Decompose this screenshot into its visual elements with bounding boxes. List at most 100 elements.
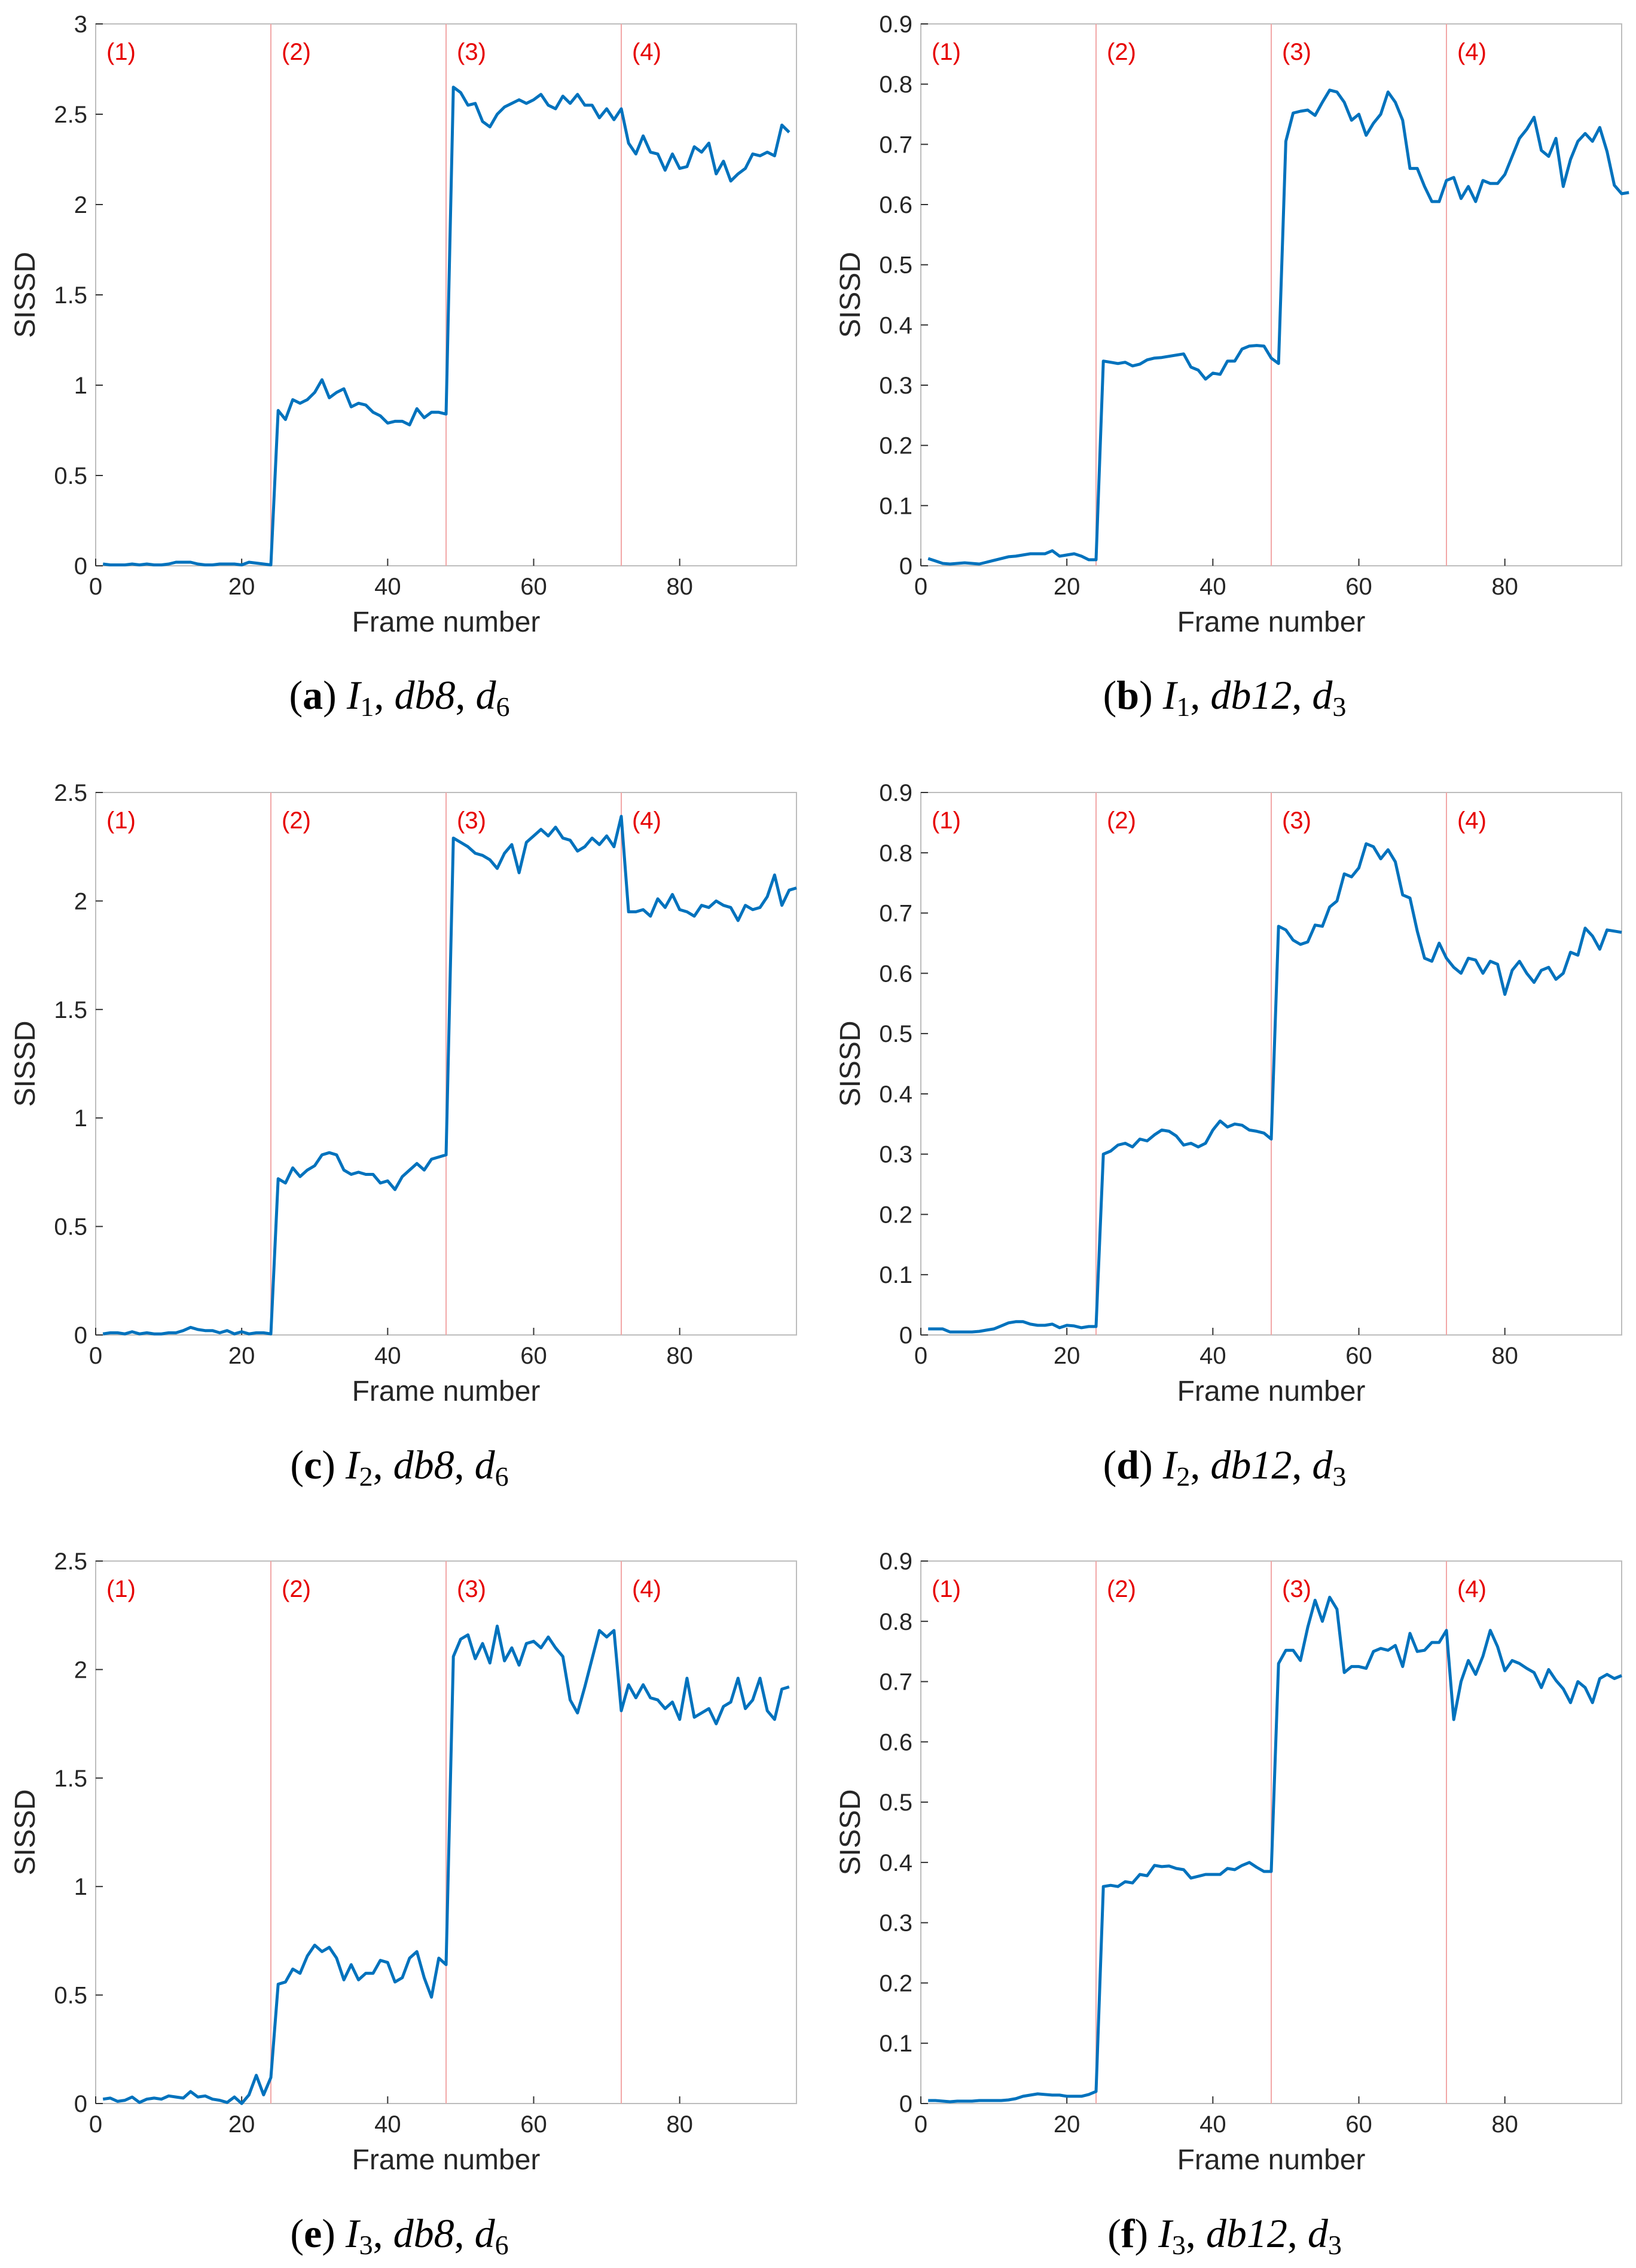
- y-axis-label: SISSD: [835, 1789, 866, 1875]
- y-tick-label: 1.5: [54, 282, 87, 309]
- y-tick-label: 0.3: [879, 373, 912, 399]
- x-axis-label: Frame number: [352, 2144, 541, 2176]
- region-label: (3): [1282, 807, 1311, 834]
- y-axis-label: SISSD: [10, 1789, 41, 1875]
- region-label: (2): [282, 39, 311, 65]
- region-label: (1): [932, 1576, 961, 1602]
- y-tick-label: 0.8: [879, 1609, 912, 1635]
- x-tick-label: 40: [1199, 1343, 1226, 1369]
- region-label: (1): [932, 39, 961, 65]
- x-tick-label: 20: [228, 1343, 255, 1369]
- y-axis-label: SISSD: [835, 252, 866, 338]
- y-tick-label: 0.9: [879, 11, 912, 38]
- x-tick-label: 40: [1199, 574, 1226, 600]
- y-tick-label: 0.4: [879, 1850, 912, 1876]
- region-label: (2): [1107, 39, 1136, 65]
- region-label: (4): [632, 1576, 661, 1602]
- region-label: (1): [106, 1576, 136, 1602]
- y-tick-label: 0.2: [879, 433, 912, 459]
- region-label: (3): [457, 1576, 486, 1602]
- y-tick-label: 1: [74, 373, 87, 399]
- y-tick-label: 0.8: [879, 72, 912, 98]
- y-tick-label: 0.6: [879, 1729, 912, 1755]
- y-tick-label: 3: [74, 11, 87, 38]
- y-tick-label: 0: [74, 1322, 87, 1349]
- panel-caption: (d) I2, db12, d3: [1103, 1442, 1347, 1492]
- y-tick-label: 1: [74, 1874, 87, 1900]
- x-tick-label: 80: [1491, 1343, 1518, 1369]
- y-tick-label: 1.5: [54, 1766, 87, 1792]
- y-tick-label: 0: [74, 2091, 87, 2117]
- x-axis-label: Frame number: [1177, 1376, 1366, 1407]
- x-tick-label: 20: [1054, 1343, 1081, 1369]
- x-tick-label: 80: [666, 2111, 693, 2138]
- x-tick-label: 0: [914, 1343, 927, 1369]
- data-series-line: [102, 815, 797, 1336]
- y-tick-label: 0: [74, 553, 87, 580]
- region-label: (4): [1457, 807, 1487, 834]
- region-label: (3): [457, 39, 486, 65]
- region-label: (1): [932, 807, 961, 834]
- region-label: (4): [1457, 1576, 1487, 1602]
- region-label: (4): [1457, 39, 1487, 65]
- y-tick-label: 0.7: [879, 901, 912, 927]
- region-label: (2): [1107, 807, 1136, 834]
- x-tick-label: 80: [1491, 2111, 1518, 2138]
- x-tick-label: 40: [374, 2111, 401, 2138]
- x-tick-label: 60: [1345, 574, 1372, 600]
- region-label: (2): [1107, 1576, 1136, 1602]
- y-tick-label: 0.1: [879, 2031, 912, 2057]
- y-tick-label: 0.5: [879, 1790, 912, 1816]
- region-label: (1): [106, 807, 136, 834]
- y-tick-label: 0.7: [879, 1669, 912, 1696]
- region-label: (3): [1282, 39, 1311, 65]
- region-label: (3): [1282, 1576, 1311, 1602]
- y-tick-label: 2: [74, 192, 87, 218]
- y-tick-label: 0.6: [879, 961, 912, 987]
- x-tick-label: 80: [1491, 574, 1518, 600]
- y-tick-label: 0.5: [879, 252, 912, 279]
- x-tick-label: 40: [374, 574, 401, 600]
- y-tick-label: 0.1: [879, 493, 912, 519]
- y-tick-label: 2: [74, 888, 87, 914]
- data-series-line: [102, 86, 790, 566]
- data-series-line: [102, 1624, 790, 2105]
- panel-caption: (f) I3, db12, d3: [1107, 2211, 1342, 2260]
- x-tick-label: 60: [1345, 1343, 1372, 1369]
- x-tick-label: 0: [89, 2111, 102, 2138]
- y-tick-label: 0: [899, 2091, 912, 2117]
- region-label: (4): [632, 807, 661, 834]
- panel-caption: (a) I1, db8, d6: [289, 672, 510, 722]
- region-label: (4): [632, 39, 661, 65]
- panel-caption: (e) I3, db8, d6: [290, 2211, 509, 2260]
- x-tick-label: 0: [89, 1343, 102, 1369]
- y-tick-label: 0.2: [879, 1970, 912, 1996]
- data-series-line: [928, 1596, 1622, 2104]
- region-label: (2): [282, 807, 311, 834]
- y-tick-label: 2: [74, 1657, 87, 1683]
- x-tick-label: 20: [1054, 574, 1081, 600]
- region-label: (2): [282, 1576, 311, 1602]
- y-tick-label: 0.5: [54, 1214, 87, 1240]
- y-tick-label: 0.5: [54, 463, 87, 489]
- y-tick-label: 0.8: [879, 840, 912, 867]
- y-tick-label: 1.5: [54, 997, 87, 1023]
- y-tick-label: 0.5: [54, 1983, 87, 2009]
- x-tick-label: 20: [1054, 2111, 1081, 2138]
- y-tick-label: 1: [74, 1105, 87, 1132]
- x-tick-label: 60: [520, 1343, 547, 1369]
- y-tick-label: 0.4: [879, 312, 912, 339]
- x-tick-label: 20: [228, 574, 255, 600]
- x-tick-label: 60: [1345, 2111, 1372, 2138]
- y-tick-label: 0.6: [879, 192, 912, 218]
- y-tick-label: 0.9: [879, 1548, 912, 1575]
- y-tick-label: 0.4: [879, 1081, 912, 1108]
- x-tick-label: 0: [914, 2111, 927, 2138]
- x-tick-label: 40: [1199, 2111, 1226, 2138]
- panel-caption: (c) I2, db8, d6: [290, 1442, 509, 1492]
- x-axis-label: Frame number: [1177, 2144, 1366, 2176]
- x-tick-label: 80: [666, 574, 693, 600]
- x-tick-label: 60: [520, 574, 547, 600]
- y-tick-label: 0.3: [879, 1142, 912, 1168]
